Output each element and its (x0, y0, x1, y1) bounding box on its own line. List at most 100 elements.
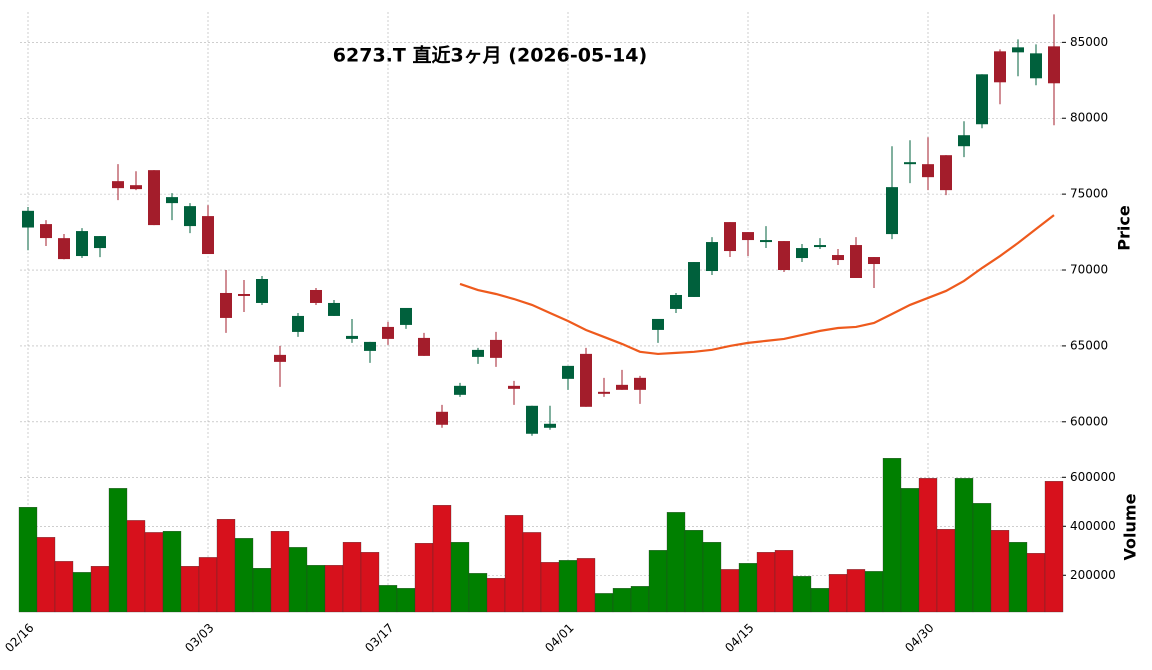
volume-bar (1044, 481, 1064, 613)
volume-bar (900, 488, 920, 613)
candle-body (868, 257, 880, 265)
volume-bar (810, 588, 830, 613)
candle-body (562, 365, 574, 379)
candle-body (274, 354, 286, 362)
candle-body (634, 377, 646, 390)
volume-bar (306, 565, 326, 613)
candle-body (940, 155, 952, 191)
candle-body (310, 289, 322, 303)
candle-body (544, 423, 556, 428)
x-tick-label: 04/15 (722, 621, 756, 655)
candle-body (850, 245, 862, 278)
volume-bar (324, 565, 344, 613)
volume-bar (162, 531, 182, 613)
volume-bar (792, 576, 812, 613)
y-tick-label: 75000 (1070, 187, 1108, 201)
candle-body (76, 231, 88, 257)
y-tick-label: 70000 (1070, 263, 1108, 277)
candle-body (616, 384, 628, 390)
candle-body (328, 302, 340, 316)
x-tick-label: 02/16 (2, 621, 36, 655)
volume-bar (180, 566, 200, 613)
volume-tick-label: 200000 (1070, 568, 1116, 582)
candle-body (472, 349, 484, 357)
volume-bar (252, 568, 272, 613)
candle-body (292, 315, 304, 332)
candle-body (1048, 46, 1060, 84)
candle-body (148, 170, 160, 226)
volume-bar (756, 552, 776, 613)
candle-body (112, 181, 124, 189)
candle-body (418, 337, 430, 356)
volume-bar (360, 552, 380, 613)
candle-body (238, 293, 250, 296)
candle-body (832, 255, 844, 261)
y-tick-label: 60000 (1070, 414, 1108, 428)
volume-bar (72, 572, 92, 613)
volume-bar (648, 550, 668, 613)
volume-bar (414, 543, 434, 613)
candle-body (94, 236, 106, 249)
candle-body (580, 353, 592, 407)
volume-bar (846, 569, 866, 613)
candle-body (184, 206, 196, 227)
volume-bar (450, 542, 470, 613)
volume-bar (486, 578, 506, 613)
volume-bar (108, 488, 128, 613)
chart-title: 6273.T 直近3ヶ月 (2026-05-14) (333, 44, 647, 67)
candle-body (346, 335, 358, 339)
candle-body (688, 262, 700, 297)
volume-bar (972, 503, 992, 613)
volume-bar (378, 585, 398, 613)
candle-body (454, 385, 466, 395)
candle-body (598, 391, 610, 394)
volume-bar (504, 515, 524, 613)
candle-body (40, 224, 52, 239)
candle-body (778, 241, 790, 271)
candle-body (490, 339, 502, 358)
volume-bar (1008, 542, 1028, 613)
candle-body (814, 245, 826, 248)
candle-body (256, 278, 268, 303)
candle-body (1030, 53, 1042, 79)
candle-body (202, 216, 214, 255)
volume-bar (882, 458, 902, 613)
volume-tick-label: 400000 (1070, 519, 1116, 533)
candle-body (976, 74, 988, 125)
volume-bar (864, 571, 884, 613)
volume-bar (612, 588, 632, 613)
candle-body (166, 197, 178, 204)
volume-bar (234, 538, 254, 613)
volume-bar (630, 586, 650, 613)
candle-body (670, 294, 682, 309)
volume-bar (198, 557, 218, 613)
volume-bar (18, 507, 38, 613)
volume-bar (288, 547, 308, 613)
candle-body (994, 51, 1006, 83)
candle-body (364, 341, 376, 351)
volume-bar (1026, 553, 1046, 613)
volume-bar (144, 532, 164, 613)
volume-bar (720, 569, 740, 613)
candle-body (652, 318, 664, 330)
volume-bar (576, 558, 596, 613)
volume-tick-label: 600000 (1070, 470, 1116, 484)
volume-bar (684, 530, 704, 613)
volume-bar (666, 512, 686, 613)
candle-body (220, 292, 232, 318)
candle-body (886, 187, 898, 235)
candle-body (508, 385, 520, 389)
volume-bar (702, 542, 722, 613)
volume-bar (54, 561, 74, 613)
candle-body (724, 222, 736, 252)
volume-bar (468, 573, 488, 613)
y-tick-label: 80000 (1070, 111, 1108, 125)
volume-bar (558, 560, 578, 613)
candle-body (22, 210, 34, 228)
candle-body (760, 240, 772, 243)
candle-body (796, 248, 808, 259)
x-tick-label: 04/30 (902, 621, 936, 655)
volume-bar (36, 537, 56, 613)
volume-bar (918, 478, 938, 613)
volume-bar (990, 530, 1010, 613)
